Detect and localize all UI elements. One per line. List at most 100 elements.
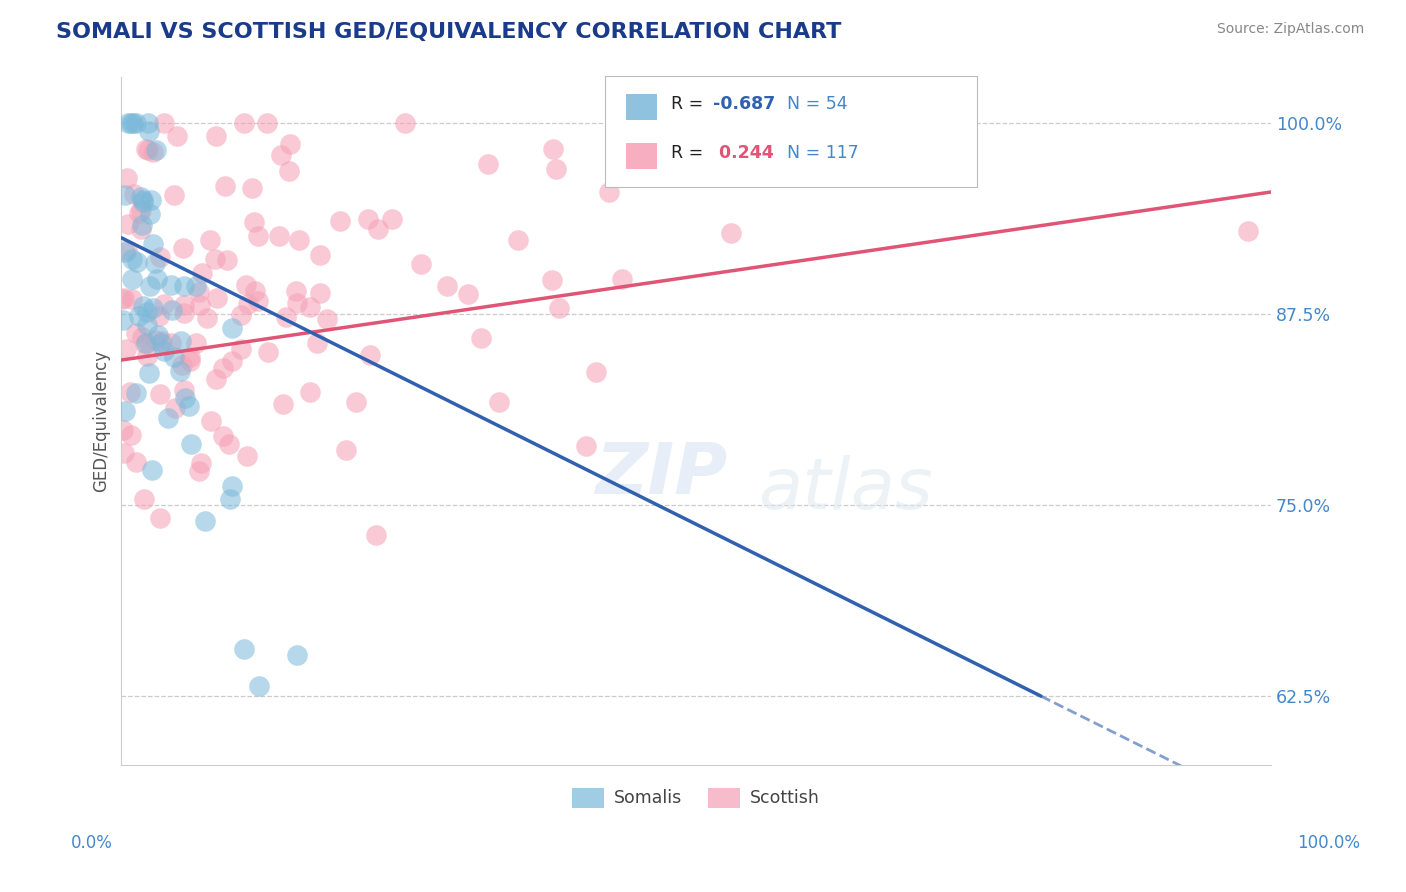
Point xyxy=(506,233,529,247)
Text: N = 117: N = 117 xyxy=(776,145,859,162)
Point xyxy=(173,306,195,320)
Point xyxy=(148,310,170,324)
Point xyxy=(136,318,159,333)
Point xyxy=(221,321,243,335)
Point xyxy=(243,215,266,229)
Point xyxy=(138,366,160,380)
Point xyxy=(212,429,235,443)
Point xyxy=(120,116,142,130)
Point xyxy=(188,285,211,299)
Point xyxy=(309,285,332,300)
Legend: Somalis, Scottish: Somalis, Scottish xyxy=(565,780,827,814)
Point xyxy=(457,287,479,301)
Point xyxy=(246,294,269,309)
Point xyxy=(221,479,243,493)
Point xyxy=(394,116,416,130)
Text: Source: ZipAtlas.com: Source: ZipAtlas.com xyxy=(1216,22,1364,37)
Point xyxy=(121,272,143,286)
Point xyxy=(142,237,165,252)
Text: atlas: atlas xyxy=(758,456,932,524)
Point xyxy=(114,403,136,417)
Point xyxy=(205,291,228,305)
Point xyxy=(111,313,134,327)
Point xyxy=(200,414,222,428)
Point xyxy=(112,291,135,305)
Point xyxy=(357,211,380,226)
Point xyxy=(172,241,194,255)
Point xyxy=(271,397,294,411)
Point xyxy=(204,372,226,386)
Point xyxy=(610,272,633,286)
Point xyxy=(150,334,173,348)
Point xyxy=(174,392,197,406)
Point xyxy=(166,129,188,144)
Point xyxy=(163,350,186,364)
Y-axis label: GED/Equivalency: GED/Equivalency xyxy=(93,350,110,492)
Point xyxy=(598,185,620,199)
Point xyxy=(190,456,212,470)
Point xyxy=(247,679,270,693)
Point xyxy=(111,293,134,307)
Point xyxy=(218,437,240,451)
Point xyxy=(141,193,163,207)
Point xyxy=(118,384,141,399)
Point xyxy=(142,301,165,315)
Point xyxy=(299,300,322,314)
Point xyxy=(276,310,298,325)
Point xyxy=(136,349,159,363)
Point xyxy=(115,243,138,257)
Point xyxy=(381,211,404,226)
Point xyxy=(125,385,148,400)
Point xyxy=(125,255,148,269)
Point xyxy=(138,124,160,138)
Point xyxy=(139,206,162,220)
Point xyxy=(173,278,195,293)
Point xyxy=(117,218,139,232)
Point xyxy=(285,296,308,310)
Point xyxy=(141,463,163,477)
Point xyxy=(284,284,307,298)
Point xyxy=(134,337,156,351)
Point xyxy=(233,642,256,657)
Point xyxy=(221,354,243,368)
Point xyxy=(541,143,564,157)
Point xyxy=(125,455,148,469)
Point xyxy=(540,273,562,287)
Text: SOMALI VS SCOTTISH GED/EQUIVALENCY CORRELATION CHART: SOMALI VS SCOTTISH GED/EQUIVALENCY CORRE… xyxy=(56,22,842,42)
Point xyxy=(120,427,142,442)
Point xyxy=(359,348,381,362)
Point xyxy=(247,229,270,244)
Point xyxy=(146,327,169,342)
Point xyxy=(152,344,174,359)
Point xyxy=(145,255,167,269)
Point xyxy=(720,226,742,240)
Point xyxy=(305,335,328,350)
Point xyxy=(153,297,176,311)
Point xyxy=(585,366,607,380)
Point xyxy=(159,277,181,292)
Point xyxy=(149,336,172,351)
Point xyxy=(124,187,146,202)
Text: 100.0%: 100.0% xyxy=(1298,834,1360,852)
Point xyxy=(146,272,169,286)
Point xyxy=(204,128,226,143)
Point xyxy=(160,335,183,350)
Point xyxy=(122,116,145,130)
Point xyxy=(217,253,239,268)
Point xyxy=(188,298,211,312)
Point xyxy=(153,116,176,130)
Text: R =: R = xyxy=(671,145,709,162)
Point xyxy=(236,450,259,464)
Point xyxy=(315,311,337,326)
Point xyxy=(163,187,186,202)
Point xyxy=(131,218,153,232)
Point xyxy=(128,206,150,220)
Point xyxy=(114,342,136,356)
Point xyxy=(115,171,138,186)
Point xyxy=(135,335,157,350)
Point xyxy=(117,116,139,130)
Text: 0.0%: 0.0% xyxy=(70,834,112,852)
Point xyxy=(488,394,510,409)
Point xyxy=(169,334,191,348)
Point xyxy=(135,142,157,156)
